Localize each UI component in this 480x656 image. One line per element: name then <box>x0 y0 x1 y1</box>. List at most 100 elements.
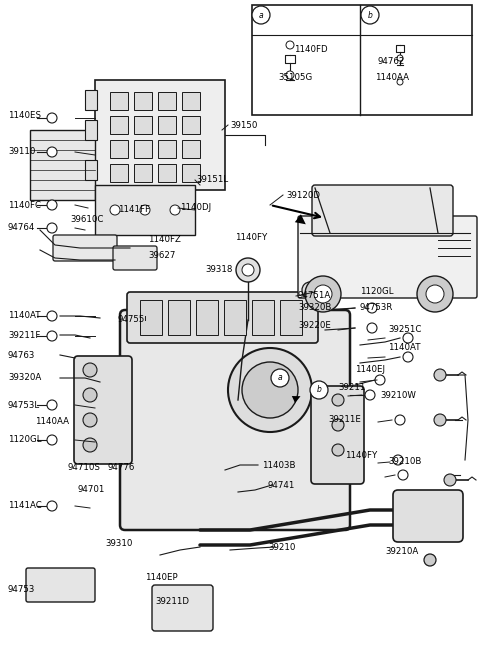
Text: 35105G: 35105G <box>278 73 312 83</box>
Text: 1140AA: 1140AA <box>35 417 69 426</box>
Text: 1140FY: 1140FY <box>345 451 377 459</box>
Text: 39210W: 39210W <box>380 390 416 400</box>
Circle shape <box>271 369 289 387</box>
Text: a: a <box>278 373 282 382</box>
Bar <box>134 140 152 158</box>
Text: 39211: 39211 <box>338 384 365 392</box>
Text: b: b <box>368 10 372 20</box>
Bar <box>280 300 302 335</box>
Circle shape <box>110 205 120 215</box>
Bar <box>110 116 128 134</box>
Circle shape <box>286 71 294 79</box>
Bar <box>158 140 176 158</box>
Circle shape <box>375 375 385 385</box>
Circle shape <box>426 285 444 303</box>
Bar <box>182 140 200 158</box>
FancyBboxPatch shape <box>311 386 364 484</box>
Circle shape <box>140 205 150 215</box>
Text: 1140FY: 1140FY <box>235 232 267 241</box>
Text: 94762: 94762 <box>378 58 406 66</box>
Text: 39211D: 39211D <box>155 596 189 605</box>
Circle shape <box>434 414 446 426</box>
Circle shape <box>83 413 97 427</box>
Text: 39627: 39627 <box>148 251 175 260</box>
Circle shape <box>47 113 57 123</box>
Circle shape <box>83 438 97 452</box>
Circle shape <box>367 323 377 333</box>
Circle shape <box>393 455 403 465</box>
Circle shape <box>47 147 57 157</box>
Text: 94753R: 94753R <box>360 304 394 312</box>
Bar <box>252 300 274 335</box>
Bar <box>158 92 176 110</box>
FancyBboxPatch shape <box>298 216 477 298</box>
FancyBboxPatch shape <box>393 490 463 542</box>
Circle shape <box>361 6 379 24</box>
Text: 1140FZ: 1140FZ <box>148 236 181 245</box>
Text: 1140AA: 1140AA <box>375 73 409 83</box>
Text: 39120D: 39120D <box>286 190 320 199</box>
Circle shape <box>47 501 57 511</box>
FancyBboxPatch shape <box>152 585 213 631</box>
Circle shape <box>252 6 270 24</box>
Circle shape <box>417 276 453 312</box>
Text: 1140DJ: 1140DJ <box>180 203 211 213</box>
Circle shape <box>305 276 341 312</box>
Text: 94776: 94776 <box>108 464 135 472</box>
Bar <box>182 164 200 182</box>
Circle shape <box>395 415 405 425</box>
Text: 1140ES: 1140ES <box>8 110 41 119</box>
Circle shape <box>314 285 332 303</box>
Circle shape <box>434 369 446 381</box>
Text: 39211F: 39211F <box>8 331 40 340</box>
Text: 94753: 94753 <box>8 586 36 594</box>
Text: 94763: 94763 <box>8 350 36 359</box>
Text: 1141FF: 1141FF <box>118 205 150 215</box>
Circle shape <box>83 388 97 402</box>
Circle shape <box>170 205 180 215</box>
Circle shape <box>398 470 408 480</box>
Text: 39310: 39310 <box>105 539 132 548</box>
Circle shape <box>367 303 377 313</box>
Bar <box>30 130 95 200</box>
Bar <box>134 92 152 110</box>
Circle shape <box>242 362 298 418</box>
Circle shape <box>286 41 294 49</box>
Bar <box>110 92 128 110</box>
Circle shape <box>444 474 456 486</box>
Text: 1120GL: 1120GL <box>360 287 394 297</box>
Text: 39251C: 39251C <box>388 325 421 335</box>
Text: 39210B: 39210B <box>388 457 421 466</box>
Circle shape <box>228 348 312 432</box>
Text: 39220E: 39220E <box>298 321 331 329</box>
Circle shape <box>332 394 344 406</box>
Bar <box>134 116 152 134</box>
Text: 1140FD: 1140FD <box>294 45 328 54</box>
Text: 39320A: 39320A <box>8 373 41 382</box>
Circle shape <box>397 55 403 61</box>
Text: 94753L: 94753L <box>8 401 40 409</box>
Text: 1141AC: 1141AC <box>8 501 42 510</box>
Bar <box>85 160 97 180</box>
FancyBboxPatch shape <box>312 185 453 236</box>
Circle shape <box>424 554 436 566</box>
Text: 94701: 94701 <box>78 485 106 495</box>
Bar <box>252 5 472 115</box>
Text: 1140EP: 1140EP <box>145 573 178 581</box>
Text: 94764: 94764 <box>8 224 36 232</box>
Text: 94741: 94741 <box>268 480 295 489</box>
Text: 39610C: 39610C <box>70 216 103 224</box>
Circle shape <box>236 258 260 282</box>
Bar <box>182 92 200 110</box>
Bar <box>182 116 200 134</box>
Text: b: b <box>317 386 322 394</box>
FancyBboxPatch shape <box>120 310 350 530</box>
Text: 39318: 39318 <box>205 264 232 274</box>
Circle shape <box>397 79 403 85</box>
Circle shape <box>47 200 57 210</box>
Circle shape <box>302 282 318 298</box>
FancyBboxPatch shape <box>26 568 95 602</box>
FancyBboxPatch shape <box>74 356 132 464</box>
Circle shape <box>332 419 344 431</box>
Bar <box>134 164 152 182</box>
